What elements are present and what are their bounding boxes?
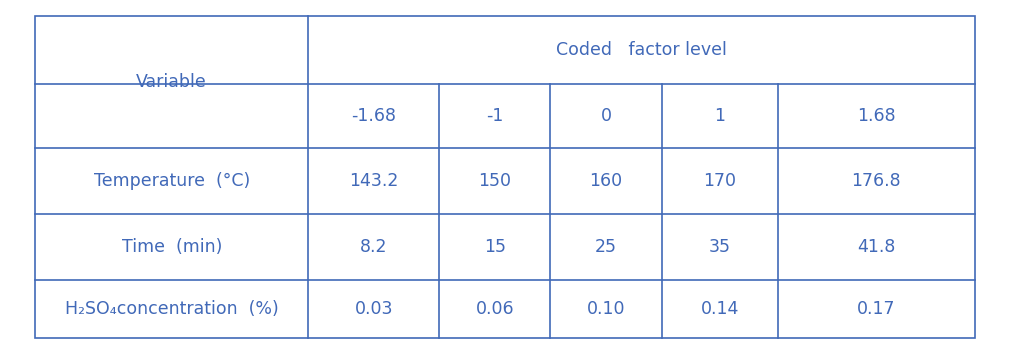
Text: 0: 0 [601, 107, 611, 125]
Text: H₂SO₄concentration  (%): H₂SO₄concentration (%) [65, 300, 279, 318]
Text: 160: 160 [590, 172, 622, 190]
Text: 25: 25 [595, 238, 617, 256]
Text: 1: 1 [714, 107, 725, 125]
Text: 176.8: 176.8 [851, 172, 901, 190]
Text: 8.2: 8.2 [360, 238, 388, 256]
Text: 150: 150 [479, 172, 511, 190]
Text: -1: -1 [486, 107, 504, 125]
Text: 170: 170 [703, 172, 736, 190]
Text: 0.10: 0.10 [587, 300, 625, 318]
Text: 35: 35 [709, 238, 730, 256]
Text: 41.8: 41.8 [857, 238, 895, 256]
Text: 0.17: 0.17 [856, 300, 896, 318]
Text: 1.68: 1.68 [856, 107, 896, 125]
Text: Temperature  (°C): Temperature (°C) [94, 172, 249, 190]
Text: 143.2: 143.2 [349, 172, 398, 190]
Text: Variable: Variable [136, 73, 207, 91]
Text: 0.06: 0.06 [476, 300, 514, 318]
Text: 15: 15 [484, 238, 506, 256]
Text: 0.03: 0.03 [355, 300, 393, 318]
Text: Coded   factor level: Coded factor level [556, 41, 727, 58]
Text: Time  (min): Time (min) [121, 238, 222, 256]
Text: -1.68: -1.68 [351, 107, 396, 125]
Text: 0.14: 0.14 [701, 300, 738, 318]
